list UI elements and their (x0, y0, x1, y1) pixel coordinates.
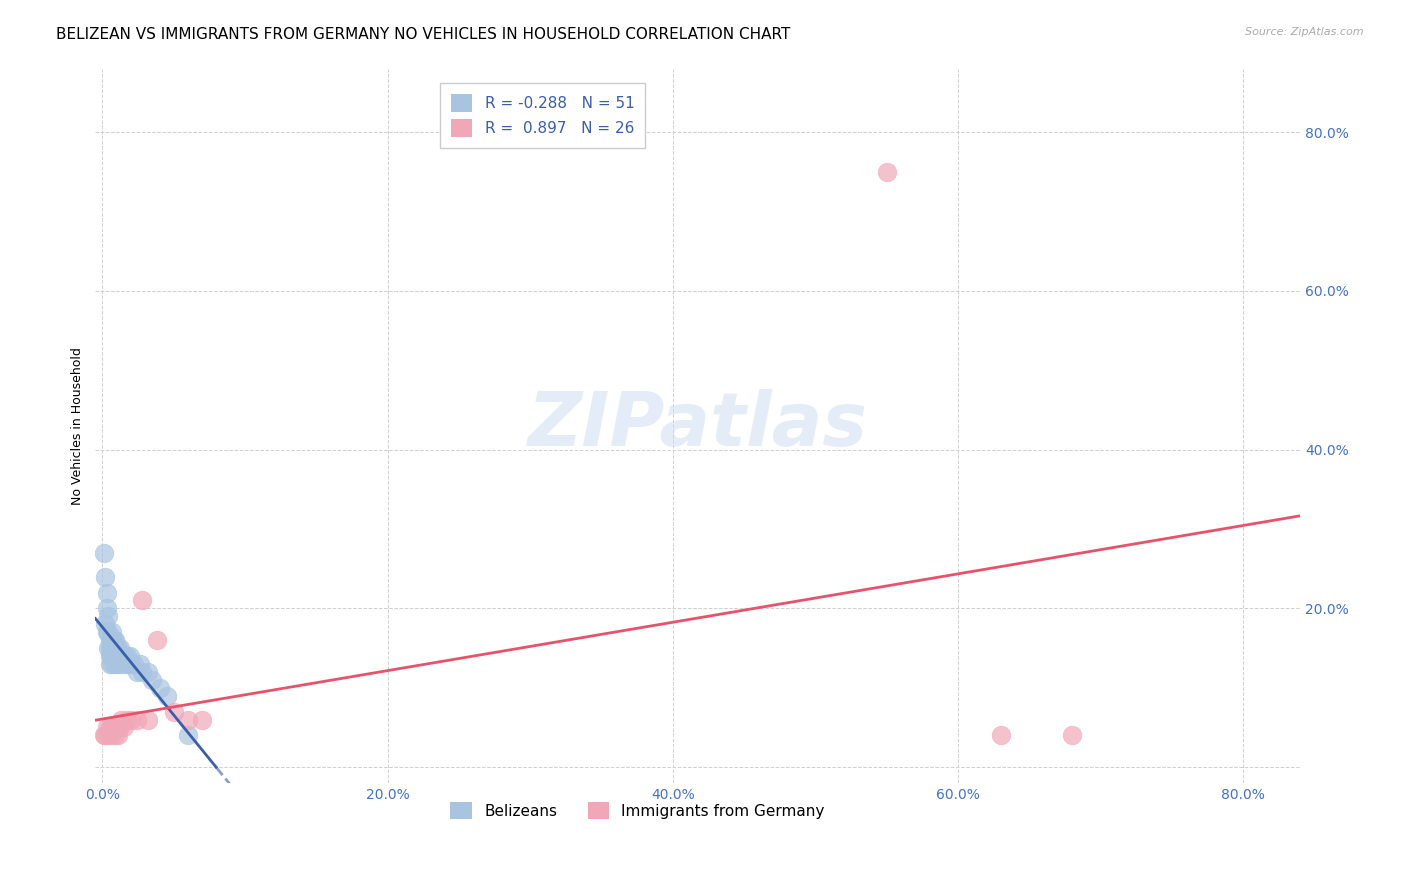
Point (131, 665, 153, 679)
Point (115, 648, 138, 663)
Point (131, 593, 153, 607)
Point (107, 648, 129, 663)
Point (191, 713, 214, 727)
Point (110, 648, 132, 663)
Point (177, 713, 200, 727)
Point (103, 721, 125, 735)
Point (103, 633, 125, 648)
Point (98, 633, 121, 648)
Point (125, 665, 148, 679)
Point (98, 648, 121, 663)
Point (101, 641, 124, 656)
Point (98, 641, 121, 656)
Legend: Belizeans, Immigrants from Germany: Belizeans, Immigrants from Germany (444, 796, 831, 825)
Point (120, 713, 142, 727)
Point (94, 728, 117, 742)
Point (110, 713, 132, 727)
Point (156, 689, 179, 703)
Point (101, 721, 124, 735)
Point (876, 165, 898, 179)
Point (97, 728, 120, 742)
Point (163, 705, 186, 719)
Point (98, 657, 121, 671)
Point (100, 728, 122, 742)
Point (103, 648, 125, 663)
Point (96, 721, 118, 735)
Point (100, 648, 122, 663)
Point (94, 617, 117, 632)
Point (114, 657, 136, 671)
Point (115, 713, 138, 727)
Text: ZIPatlas: ZIPatlas (527, 389, 868, 462)
Point (136, 713, 159, 727)
Point (104, 648, 127, 663)
Point (141, 673, 163, 687)
Point (97, 609, 120, 624)
Point (148, 681, 170, 695)
Point (112, 648, 135, 663)
Point (97, 625, 120, 640)
Point (111, 648, 134, 663)
Point (97, 641, 120, 656)
Point (125, 713, 148, 727)
Point (122, 657, 145, 671)
Point (93, 546, 115, 560)
Point (118, 648, 141, 663)
Point (101, 657, 124, 671)
Point (990, 728, 1012, 742)
Point (104, 657, 127, 671)
Point (96, 585, 118, 599)
Point (103, 641, 125, 656)
Point (104, 641, 127, 656)
Point (105, 657, 128, 671)
Y-axis label: No Vehicles in Household: No Vehicles in Household (72, 347, 84, 505)
Point (101, 625, 124, 640)
Point (145, 633, 167, 648)
Point (108, 641, 131, 656)
Point (108, 721, 131, 735)
Point (120, 657, 142, 671)
Point (105, 648, 128, 663)
Point (107, 641, 129, 656)
Point (100, 633, 122, 648)
Point (93, 728, 115, 742)
Point (105, 641, 128, 656)
Point (100, 641, 122, 656)
Point (112, 721, 135, 735)
Point (98, 721, 121, 735)
Point (104, 728, 127, 742)
Point (101, 633, 124, 648)
Point (104, 633, 127, 648)
Text: Source: ZipAtlas.com: Source: ZipAtlas.com (1246, 27, 1364, 37)
Point (128, 657, 150, 671)
Point (94, 569, 117, 583)
Point (1060, 728, 1083, 742)
Point (105, 721, 128, 735)
Text: BELIZEAN VS IMMIGRANTS FROM GERMANY NO VEHICLES IN HOUSEHOLD CORRELATION CHART: BELIZEAN VS IMMIGRANTS FROM GERMANY NO V… (56, 27, 790, 42)
Point (108, 657, 131, 671)
Point (117, 657, 139, 671)
Point (96, 601, 118, 615)
Point (177, 728, 200, 742)
Point (107, 728, 129, 742)
Point (96, 625, 118, 640)
Point (136, 665, 159, 679)
